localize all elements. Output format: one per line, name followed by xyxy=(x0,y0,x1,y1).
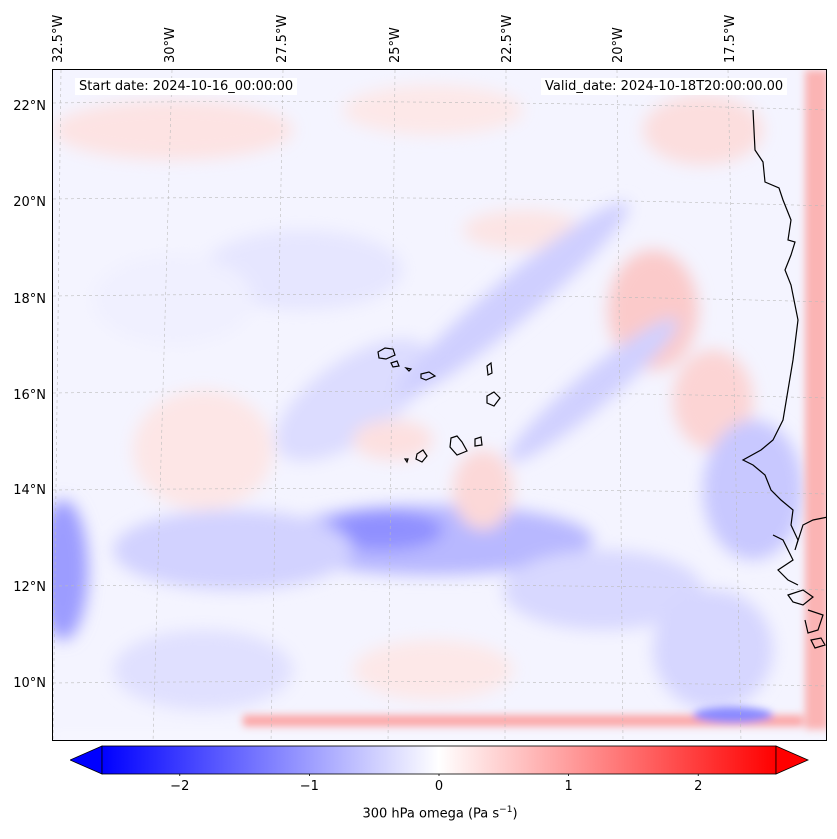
latitude-label: 10°N xyxy=(13,676,46,691)
omega-shading xyxy=(53,85,803,710)
longitude-label: 32.5°W xyxy=(51,14,66,63)
colorbar-gradient xyxy=(101,745,777,775)
colorbar-extend-min xyxy=(70,745,103,775)
longitude-label: 22.5°W xyxy=(500,14,515,63)
latitude-label: 16°N xyxy=(13,388,46,403)
latitude-label: 18°N xyxy=(13,292,46,307)
colorbar-label: 300 hPa omega (Pa s−1) xyxy=(362,805,518,822)
omega-field-map xyxy=(53,70,826,740)
valid-date-label: Valid_date: 2024-10-18T20:00:00.00 xyxy=(541,78,788,95)
colorbar-tick-label: 0 xyxy=(434,779,444,794)
latitude-label: 20°N xyxy=(13,195,46,210)
longitude-label: 17.5°W xyxy=(723,14,738,63)
longitude-label: 30°W xyxy=(163,27,178,63)
start-date-label: Start date: 2024-10-16_00:00:00 xyxy=(75,78,298,95)
omega-edges xyxy=(53,70,826,740)
colorbar-tick-label: 2 xyxy=(694,779,703,794)
graticule xyxy=(53,70,826,740)
latitude-label: 22°N xyxy=(13,99,46,114)
longitude-label: 20°W xyxy=(611,27,626,63)
latitude-label: 14°N xyxy=(13,483,46,498)
colorbar-extend-max xyxy=(775,745,809,775)
colorbar-tick-label: −2 xyxy=(170,779,190,794)
african-coastline xyxy=(741,109,826,649)
longitude-label: 27.5°W xyxy=(275,14,290,63)
longitude-label: 25°W xyxy=(388,27,403,63)
map-panel xyxy=(52,69,827,741)
cape-verde-islands xyxy=(377,347,501,464)
colorbar-tick-label: 1 xyxy=(564,779,573,794)
colorbar-tick-label: −1 xyxy=(299,779,319,794)
latitude-label: 12°N xyxy=(13,580,46,595)
colorbar xyxy=(70,745,809,776)
